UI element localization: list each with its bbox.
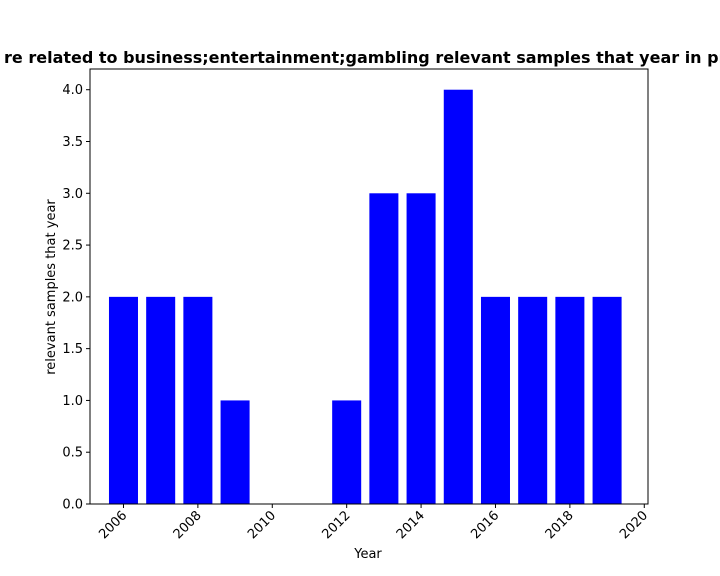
y-tick-label: 4.0 (62, 83, 83, 98)
y-tick-label: 2.0 (62, 290, 83, 305)
y-tick-label: 3.0 (62, 187, 83, 202)
y-tick-label: 2.5 (62, 239, 83, 254)
y-tick-label: 1.5 (62, 342, 83, 357)
bars-group (108, 89, 622, 505)
bar-2006 (108, 296, 138, 504)
y-tick-label: 3.5 (62, 135, 83, 150)
bar-2018 (555, 296, 585, 504)
bar-2016 (480, 296, 510, 504)
bar-2009 (220, 400, 250, 504)
y-axis-label: relevant samples that year (44, 199, 59, 375)
bar-2017 (518, 296, 548, 504)
bar-2007 (146, 296, 176, 504)
bar-2013 (369, 193, 399, 505)
bar-2014 (406, 193, 436, 505)
plot-frame (89, 68, 649, 505)
bar-2008 (183, 296, 213, 504)
y-tick-label: 0.5 (62, 446, 83, 461)
chart-title: re related to business;entertainment;gam… (4, 48, 720, 67)
y-tick-label: 1.0 (62, 394, 83, 409)
x-axis-label: Year (353, 547, 382, 562)
bar-2012 (332, 400, 362, 504)
bar-2019 (592, 296, 622, 504)
bar-2015 (443, 89, 473, 505)
y-tick-label: 0.0 (62, 498, 83, 513)
